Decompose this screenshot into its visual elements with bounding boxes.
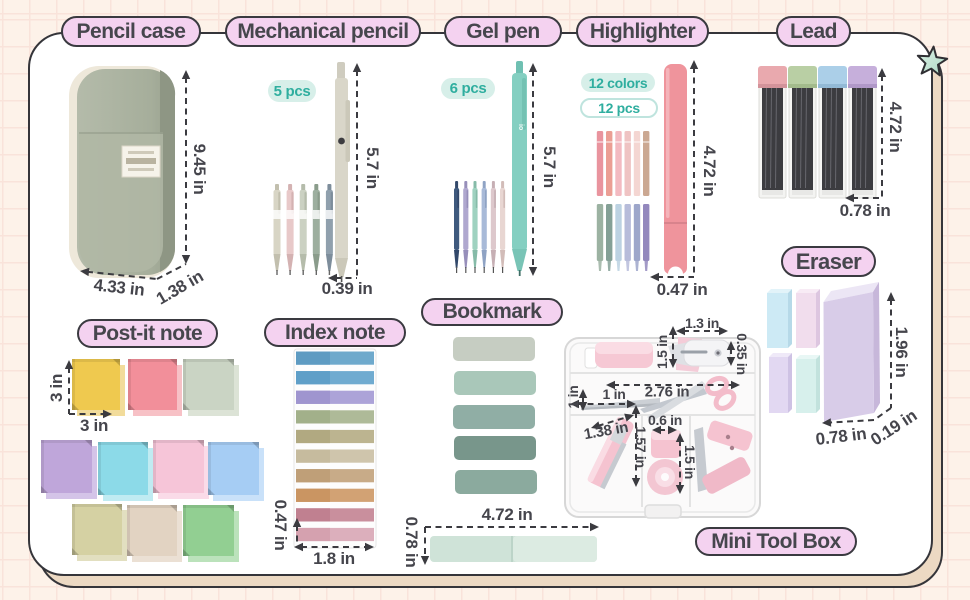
svg-text:io: io <box>517 124 524 130</box>
